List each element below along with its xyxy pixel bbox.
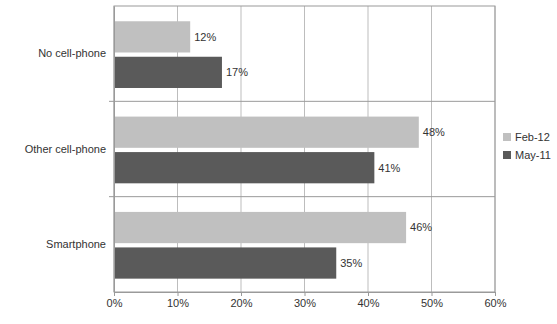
tick-label: 10%	[167, 297, 189, 309]
chart-container: 12% 48% 46% 17% 41% 35% 0% 10% 20% 30% 40% 50% 60% No…	[0, 0, 557, 324]
tick-mark	[495, 292, 496, 296]
grid-line	[431, 6, 432, 292]
chart-svg: 12% 48% 46% 17% 41% 35% 0% 10% 20% 30% 40% 50% 60% No…	[0, 0, 557, 324]
bar	[114, 21, 190, 52]
plot: 12% 48% 46% 17% 41% 35% 0% 10% 20% 30% 40% 50% 60% No…	[25, 6, 507, 309]
legend: Feb-12 May-11	[503, 131, 551, 161]
tick-mark	[432, 292, 433, 296]
separators	[109, 101, 495, 196]
bar	[114, 117, 419, 148]
tick: 0%	[107, 292, 123, 309]
separator	[109, 101, 495, 102]
bar	[114, 57, 222, 88]
legend-label: Feb-12	[515, 131, 550, 143]
bar	[114, 152, 374, 183]
tick: 10%	[167, 292, 189, 309]
y-axis: No cell-phone Other cell-phone Smartphone	[25, 7, 115, 293]
bar	[114, 247, 336, 278]
bars	[114, 21, 419, 278]
legend-item: Feb-12	[503, 131, 550, 143]
data-labels: 12% 48% 46% 17% 41% 35%	[194, 31, 445, 269]
tick: No cell-phone	[38, 47, 114, 59]
tick: 50%	[421, 292, 443, 309]
grid-line	[368, 6, 369, 292]
tick: Smartphone	[46, 238, 114, 250]
category-label: Smartphone	[46, 238, 106, 250]
tick-mark	[305, 292, 306, 296]
tick-label: 0%	[107, 297, 123, 309]
legend-swatch	[503, 151, 511, 159]
x-axis: 0% 10% 20% 30% 40% 50% 60%	[107, 292, 507, 309]
tick-label: 60%	[484, 297, 506, 309]
tick: 30%	[294, 292, 316, 309]
plot-frame	[114, 6, 495, 292]
tick-mark	[241, 292, 242, 296]
tick-mark	[178, 292, 179, 296]
tick-label: 50%	[421, 297, 443, 309]
category-label: No cell-phone	[38, 47, 106, 59]
data-label: 41%	[378, 162, 400, 174]
tick-mark	[114, 292, 115, 296]
data-label: 46%	[410, 221, 432, 233]
legend-swatch	[503, 133, 511, 141]
bar	[114, 212, 406, 243]
tick: 60%	[484, 292, 506, 309]
tick: Other cell-phone	[25, 143, 114, 155]
data-label: 12%	[194, 31, 216, 43]
tick: 20%	[230, 292, 252, 309]
tick-label: 40%	[357, 297, 379, 309]
tick-label: 20%	[230, 297, 252, 309]
tick: 40%	[357, 292, 379, 309]
data-label: 48%	[423, 126, 445, 138]
tick-mark	[368, 292, 369, 296]
category-label: Other cell-phone	[25, 143, 106, 155]
grid	[114, 6, 495, 292]
legend-label: May-11	[515, 149, 551, 161]
tick-label: 30%	[294, 297, 316, 309]
data-label: 35%	[340, 257, 362, 269]
data-label: 17%	[226, 66, 248, 78]
separator	[109, 196, 495, 197]
axis-line	[114, 7, 115, 293]
legend-item: May-11	[503, 149, 551, 161]
